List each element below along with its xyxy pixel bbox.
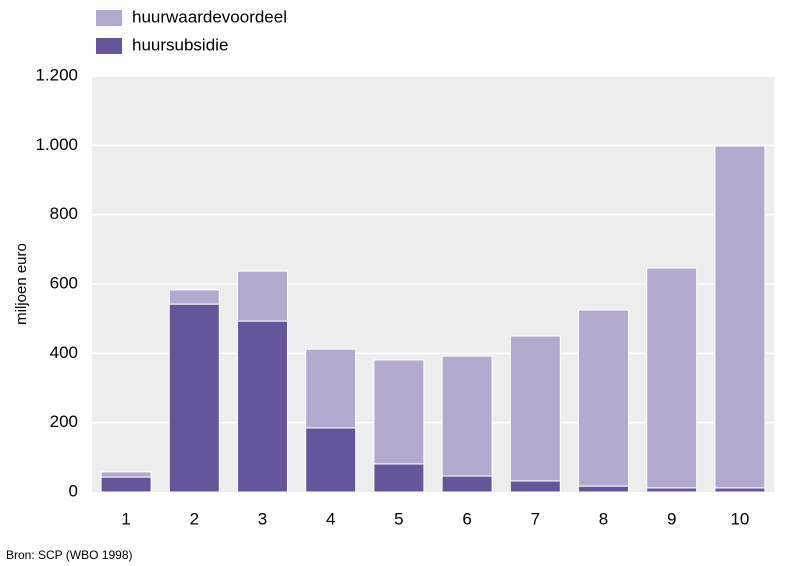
bar-segment — [646, 267, 698, 489]
y-axis-label: miljoen euro — [13, 243, 30, 325]
legend-label: huursubsidie — [132, 35, 228, 54]
x-tick-label: 4 — [326, 509, 335, 528]
x-tick-label: 7 — [531, 509, 540, 528]
legend-label: huurwaardevoordeel — [132, 7, 287, 26]
bar-segment — [305, 427, 357, 493]
bar-segment — [441, 475, 493, 493]
x-tick-label: 1 — [121, 509, 130, 528]
x-tick-label: 6 — [462, 509, 471, 528]
x-tick-label: 5 — [394, 509, 403, 528]
bar-segment — [305, 348, 357, 429]
y-tick-label: 800 — [50, 204, 78, 223]
bar-segment — [578, 485, 629, 493]
bar-segment — [100, 471, 152, 478]
bar-segment — [441, 355, 493, 477]
x-tick-label: 3 — [258, 509, 267, 528]
bar-segment — [509, 480, 561, 493]
bar-segment — [373, 463, 425, 493]
bar-segment — [168, 289, 220, 305]
bar-segment — [237, 320, 288, 493]
y-tick-label: 400 — [50, 343, 78, 362]
bar-segment — [714, 487, 766, 493]
bar-segment — [714, 145, 766, 489]
y-tick-label: 1.000 — [35, 135, 78, 154]
x-tick-label: 8 — [599, 509, 608, 528]
y-tick-label: 0 — [69, 481, 78, 500]
bar-segment — [237, 270, 288, 322]
legend-swatch — [96, 10, 122, 26]
bar-segment — [373, 359, 425, 465]
source-note: Bron: SCP (WBO 1998) — [6, 548, 133, 562]
legend-swatch — [96, 38, 122, 54]
bar-segment — [100, 476, 152, 493]
y-tick-label: 200 — [50, 412, 78, 431]
bar-segment — [509, 335, 561, 482]
bar-segment — [168, 303, 220, 493]
x-tick-label: 9 — [667, 509, 676, 528]
y-tick-label: 600 — [50, 273, 78, 292]
bar-segment — [646, 487, 698, 493]
bar-segment — [578, 309, 629, 487]
y-tick-label: 1.200 — [35, 65, 78, 84]
x-tick-label: 2 — [190, 509, 199, 528]
x-tick-label: 10 — [730, 509, 749, 528]
